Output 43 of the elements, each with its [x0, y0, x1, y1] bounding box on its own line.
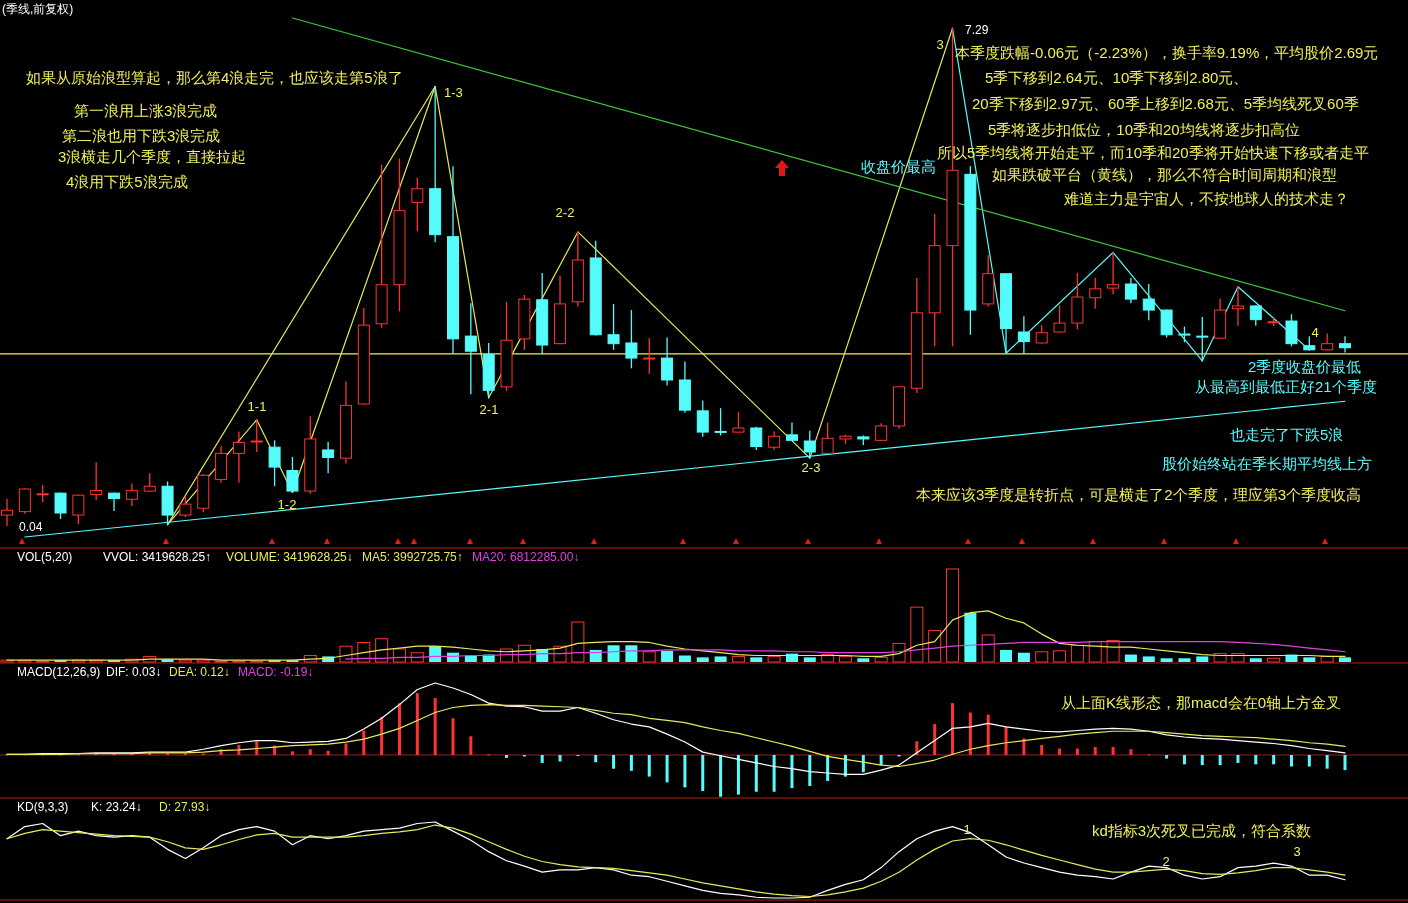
- annotation: 3浪横走几个季度，直接拉起: [58, 148, 247, 165]
- annotation: 股价始终站在季长期平均线上方: [1162, 455, 1372, 472]
- chart-title: MACD(12,26,9): [17, 665, 101, 679]
- text: MA20: 6812285.00↓: [472, 550, 580, 564]
- text: D: 27.93↓: [159, 800, 211, 814]
- annotation: 7.29: [965, 23, 989, 37]
- annotation: 2: [1162, 854, 1170, 869]
- annotation: kd指标3次死叉已完成，符合系数: [1092, 822, 1312, 839]
- annotation: 20季下移到2.97元、60季上移到2.68元、5季均线死叉60季: [972, 95, 1359, 112]
- text: DIF: 0.03↓: [106, 665, 162, 679]
- annotation: 1-2: [277, 497, 297, 512]
- annotation: 第二浪也用下跌3浪完成: [62, 127, 221, 144]
- annotation: 本来应该3季度是转折点，可是横走了2个季度，理应第3个季度收高: [916, 486, 1362, 503]
- annotation: 收盘价最高: [861, 158, 936, 175]
- annotation: 如果从原始浪型算起，那么第4浪走完，也应该走第5浪了: [26, 69, 403, 86]
- annotation: 1-3: [444, 85, 463, 100]
- text: VVOL: 3419628.25↑: [103, 550, 212, 564]
- chart-title: (季线,前复权): [2, 2, 74, 16]
- text: MACD: -0.19↓: [238, 665, 314, 679]
- annotation: 5季下移到2.64元、10季下移到2.80元、: [985, 69, 1249, 86]
- annotation: 难道主力是宇宙人，不按地球人的技术走？: [1063, 190, 1349, 207]
- annotation: 2-1: [479, 402, 499, 417]
- annotation: 3: [936, 37, 944, 52]
- text: DEA: 0.12↓: [169, 665, 230, 679]
- chart-title: KD(9,3,3): [17, 800, 69, 814]
- annotation: 5季将逐步扣低位，10季和20均线将逐步扣高位: [988, 121, 1300, 138]
- annotation: 如果跌破平台（黄线），那么不符合时间周期和浪型: [992, 166, 1337, 183]
- text: VOLUME: 3419628.25↓: [226, 550, 353, 564]
- annotation: 第一浪用上涨3浪完成: [74, 102, 218, 119]
- annotation: 4: [1311, 325, 1319, 340]
- annotation: 2季度收盘价最低: [1248, 358, 1362, 375]
- annotation: 2-2: [555, 205, 575, 220]
- annotation: 从最高到最低正好21个季度: [1195, 378, 1377, 395]
- annotation: 2-3: [801, 460, 821, 475]
- chart-title: VOL(5,20): [17, 550, 73, 564]
- annotation: 从上面K线形态，那macd会在0轴上方金叉: [1061, 694, 1342, 711]
- annotation: 0.04: [19, 520, 43, 534]
- annotation: 1-1: [247, 399, 267, 414]
- series-label: K: 23.24↓: [91, 800, 142, 814]
- annotation: 也走完了下跌5浪: [1230, 426, 1344, 443]
- text: MA5: 3992725.75↑: [362, 550, 463, 564]
- annotation: 4浪用下跌5浪完成: [66, 173, 188, 190]
- annotation: 3: [1293, 844, 1301, 859]
